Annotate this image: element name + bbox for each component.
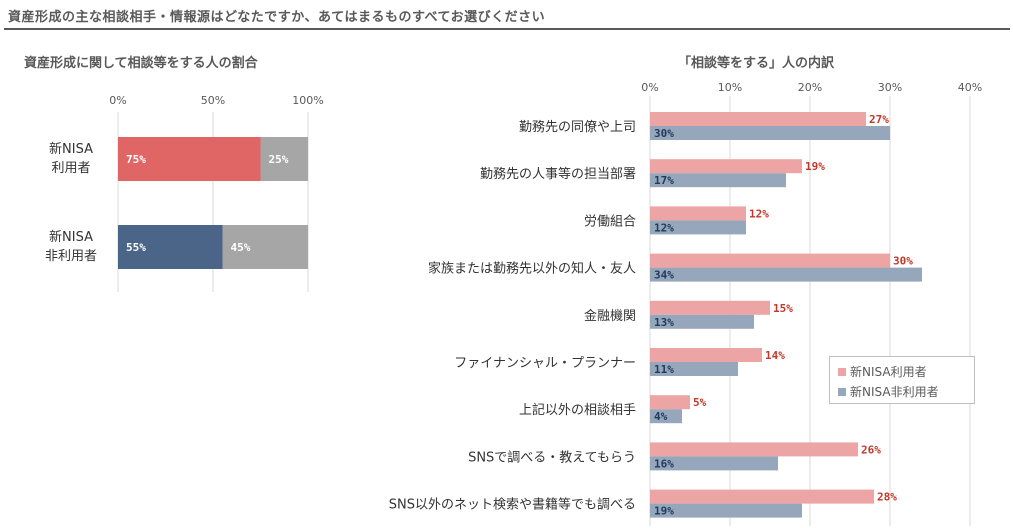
right-bar-nisa-users [650,206,746,221]
right-bar-nisa-users [650,159,802,174]
right-category-label: 金融機関 [584,308,636,324]
right-bar-nisa-nonusers [650,409,682,424]
right-data-label-nisa-users: 15% [773,302,793,315]
right-chart-title: 「相談等をする」人の内訳 [678,56,835,71]
right-category-label: 勤務先の同僚や上司 [519,120,636,135]
left-tick-label: 50% [201,94,225,107]
right-bar-nisa-nonusers [650,220,746,235]
right-data-label-nisa-nonusers: 30% [654,127,674,140]
right-data-label-nisa-nonusers: 11% [654,363,674,376]
left-tick-label: 100% [292,94,323,107]
left-data-label: 25% [269,153,289,166]
right-bar-nisa-nonusers [650,173,786,188]
right-data-label-nisa-nonusers: 12% [654,221,674,234]
right-data-label-nisa-nonusers: 4% [654,410,668,423]
right-category-label: SNSで調べる・教えてもらう [468,449,636,465]
right-data-label-nisa-nonusers: 34% [654,269,674,282]
right-bar-nisa-users [650,348,762,362]
left-bar-segment [118,137,261,181]
legend-label-nisa-nonusers: 新NISA非利用者 [850,385,939,399]
right-bar-nisa-users [650,489,874,504]
left-bar-segment [260,137,308,181]
right-tick-label: 0% [641,81,658,94]
legend-swatch-nisa-users [838,367,846,376]
left-chart-title: 資産形成に関して相談等をする人の割合 [24,56,258,71]
right-category-label: 勤務先の人事等の担当部署 [480,166,636,182]
right-category-label: 労働組合 [584,214,636,229]
right-bar-nisa-users [650,112,866,126]
legend-swatch-nisa-nonusers [838,387,846,396]
left-data-label: 55% [126,241,146,254]
legend-item-nisa-users: 新NISA利用者 [838,363,927,380]
right-data-label-nisa-nonusers: 13% [654,316,674,329]
right-bar-nisa-nonusers [650,456,778,471]
right-tick-label: 20% [798,81,822,94]
legend-label-nisa-users: 新NISA利用者 [850,365,927,379]
right-bar-nisa-nonusers [650,314,754,329]
right-category-label: 上記以外の相談相手 [519,402,636,418]
right-bar-nisa-users [650,395,690,410]
left-category-label: 利用者 [51,161,90,176]
right-category-label: SNS以外のネット検索や書籍等でも調べる [389,497,636,513]
left-tick-label: 0% [109,94,126,107]
right-data-label-nisa-users: 19% [805,160,825,173]
right-tick-label: 30% [878,81,902,94]
right-data-label-nisa-nonusers: 19% [654,505,674,518]
right-bar-nisa-users [650,253,890,268]
right-bar-nisa-nonusers [650,362,738,376]
right-tick-label: 40% [958,81,982,94]
right-tick-label: 10% [718,81,742,94]
right-data-label-nisa-users: 14% [765,349,785,362]
page-title: 資産形成の主な相談相手・情報源はどなたですか、あてはまるものすべてお選びください [8,10,546,25]
right-bar-nisa-users [650,300,770,315]
right-data-label-nisa-users: 27% [869,113,889,126]
right-data-label-nisa-users: 12% [749,207,769,220]
left-bar-segment [118,225,223,269]
right-data-label-nisa-users: 26% [861,443,881,456]
legend-item-nisa-nonusers: 新NISA非利用者 [838,383,939,400]
left-category-label: 新NISA [49,229,93,245]
right-data-label-nisa-nonusers: 16% [654,457,674,470]
right-bar-nisa-nonusers [650,126,890,140]
right-category-label: ファイナンシャル・プランナー [454,356,636,371]
right-data-label-nisa-users: 28% [877,491,897,504]
legend: 新NISA利用者 新NISA非利用者 [829,356,975,404]
right-bar-nisa-nonusers [650,503,802,518]
right-bar-nisa-nonusers [650,267,922,282]
right-data-label-nisa-nonusers: 17% [654,174,674,187]
right-data-label-nisa-users: 30% [893,255,913,268]
right-bar-nisa-users [650,442,858,457]
left-bar-segment [222,225,308,269]
right-category-label: 家族または勤務先以外の知人・友人 [428,261,636,277]
title-rule [4,28,1010,30]
left-category-label: 新NISA [49,141,93,157]
left-data-label: 75% [126,153,146,166]
right-data-label-nisa-users: 5% [693,396,707,409]
left-data-label: 45% [231,241,251,254]
left-category-label: 非利用者 [45,249,97,264]
